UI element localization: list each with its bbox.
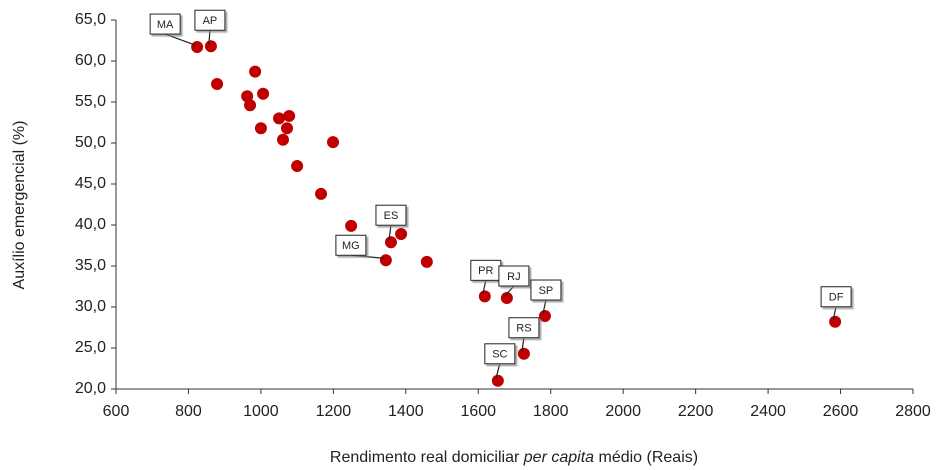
point xyxy=(384,236,397,249)
callout-label: PR xyxy=(478,265,493,277)
point xyxy=(517,347,530,360)
y-tick-label: 60,0 xyxy=(75,52,106,69)
callout-label: DF xyxy=(829,292,844,304)
point xyxy=(291,159,304,172)
callout-box xyxy=(484,343,516,365)
callout-label: RS xyxy=(516,323,531,335)
point-callout: MA xyxy=(149,13,196,46)
point xyxy=(538,310,551,323)
callout-pointer xyxy=(208,30,211,45)
point-callout: SC xyxy=(484,343,516,379)
y-tick-label: 20,0 xyxy=(75,380,106,397)
x-tick-label: 2400 xyxy=(750,403,786,420)
callout-label: ES xyxy=(384,210,399,222)
x-title-part: Rendimento real domiciliar xyxy=(330,449,520,466)
point xyxy=(249,65,262,78)
callout-box xyxy=(820,286,852,308)
point xyxy=(241,90,254,103)
y-tick-label: 30,0 xyxy=(75,298,106,315)
callout-label: RJ xyxy=(507,271,520,283)
point xyxy=(254,122,267,135)
callout-pointer xyxy=(832,306,837,320)
callout-box xyxy=(149,13,181,35)
callout-label: AP xyxy=(203,15,218,27)
point xyxy=(273,112,286,125)
callout-box xyxy=(375,204,407,226)
point-callout: MG xyxy=(335,234,384,259)
y-axis-title: Auxílio emergencial (%) xyxy=(11,121,28,290)
callout-pointer xyxy=(388,225,392,241)
x-tick-label: 800 xyxy=(175,403,202,420)
x-tick-label: 1000 xyxy=(243,403,279,420)
point-callout: ES xyxy=(375,204,407,241)
point xyxy=(500,291,513,304)
x-tick-label: 2600 xyxy=(823,403,859,420)
point-callout: RS xyxy=(508,317,540,352)
point-callout: RJ xyxy=(498,265,530,297)
point xyxy=(244,99,257,112)
callout-box xyxy=(194,9,226,31)
x-tick-label: 2000 xyxy=(605,403,641,420)
callout-box xyxy=(335,234,367,256)
point xyxy=(257,87,270,100)
point xyxy=(345,219,358,232)
x-tick-label: 1800 xyxy=(533,403,569,420)
point xyxy=(491,374,504,387)
x-tick-label: 1400 xyxy=(388,403,424,420)
y-tick-label: 65,0 xyxy=(75,11,106,28)
point-callout: PR xyxy=(470,259,502,295)
callout-box xyxy=(530,279,562,301)
callout-label: MA xyxy=(157,19,174,31)
callout-box xyxy=(508,317,540,339)
callout-label: SC xyxy=(492,349,507,361)
x-tick-label: 600 xyxy=(103,403,130,420)
point xyxy=(277,133,290,146)
x-tick-label: 1200 xyxy=(316,403,352,420)
point xyxy=(280,122,293,135)
callout-label: SP xyxy=(539,285,554,297)
y-tick-label: 25,0 xyxy=(75,339,106,356)
callout-label: MG xyxy=(342,240,360,252)
callout-pointer xyxy=(521,337,525,352)
x-tick-label: 1600 xyxy=(460,403,496,420)
callout-pointer xyxy=(495,363,501,379)
y-tick-label: 35,0 xyxy=(75,257,106,274)
point-callout: SP xyxy=(530,279,562,315)
y-tick-label: 40,0 xyxy=(75,216,106,233)
x-title-part: per capita xyxy=(523,449,594,466)
point xyxy=(204,40,217,53)
x-tick-label: 2200 xyxy=(678,403,714,420)
point xyxy=(420,255,433,268)
point-callout: DF xyxy=(820,286,852,320)
callout-box xyxy=(498,265,530,287)
x-title-part: médio (Reais) xyxy=(599,449,699,466)
callout-pointer xyxy=(482,280,487,295)
point xyxy=(829,315,842,328)
callout-pointer xyxy=(164,33,196,46)
y-tick-label: 50,0 xyxy=(75,134,106,151)
point xyxy=(191,41,204,54)
point xyxy=(211,77,224,90)
y-tick-label: 45,0 xyxy=(75,175,106,192)
point xyxy=(283,109,296,122)
point-callout: AP xyxy=(194,9,226,45)
point xyxy=(478,290,491,303)
x-axis-title: Rendimento real domiciliar per capita mé… xyxy=(330,449,698,466)
point xyxy=(379,254,392,267)
y-tick-label: 55,0 xyxy=(75,93,106,110)
callout-pointer xyxy=(504,285,515,297)
callout-pointer xyxy=(542,299,547,315)
point xyxy=(315,187,328,200)
point xyxy=(395,228,408,241)
x-tick-label: 2800 xyxy=(895,403,931,420)
point xyxy=(327,136,340,149)
